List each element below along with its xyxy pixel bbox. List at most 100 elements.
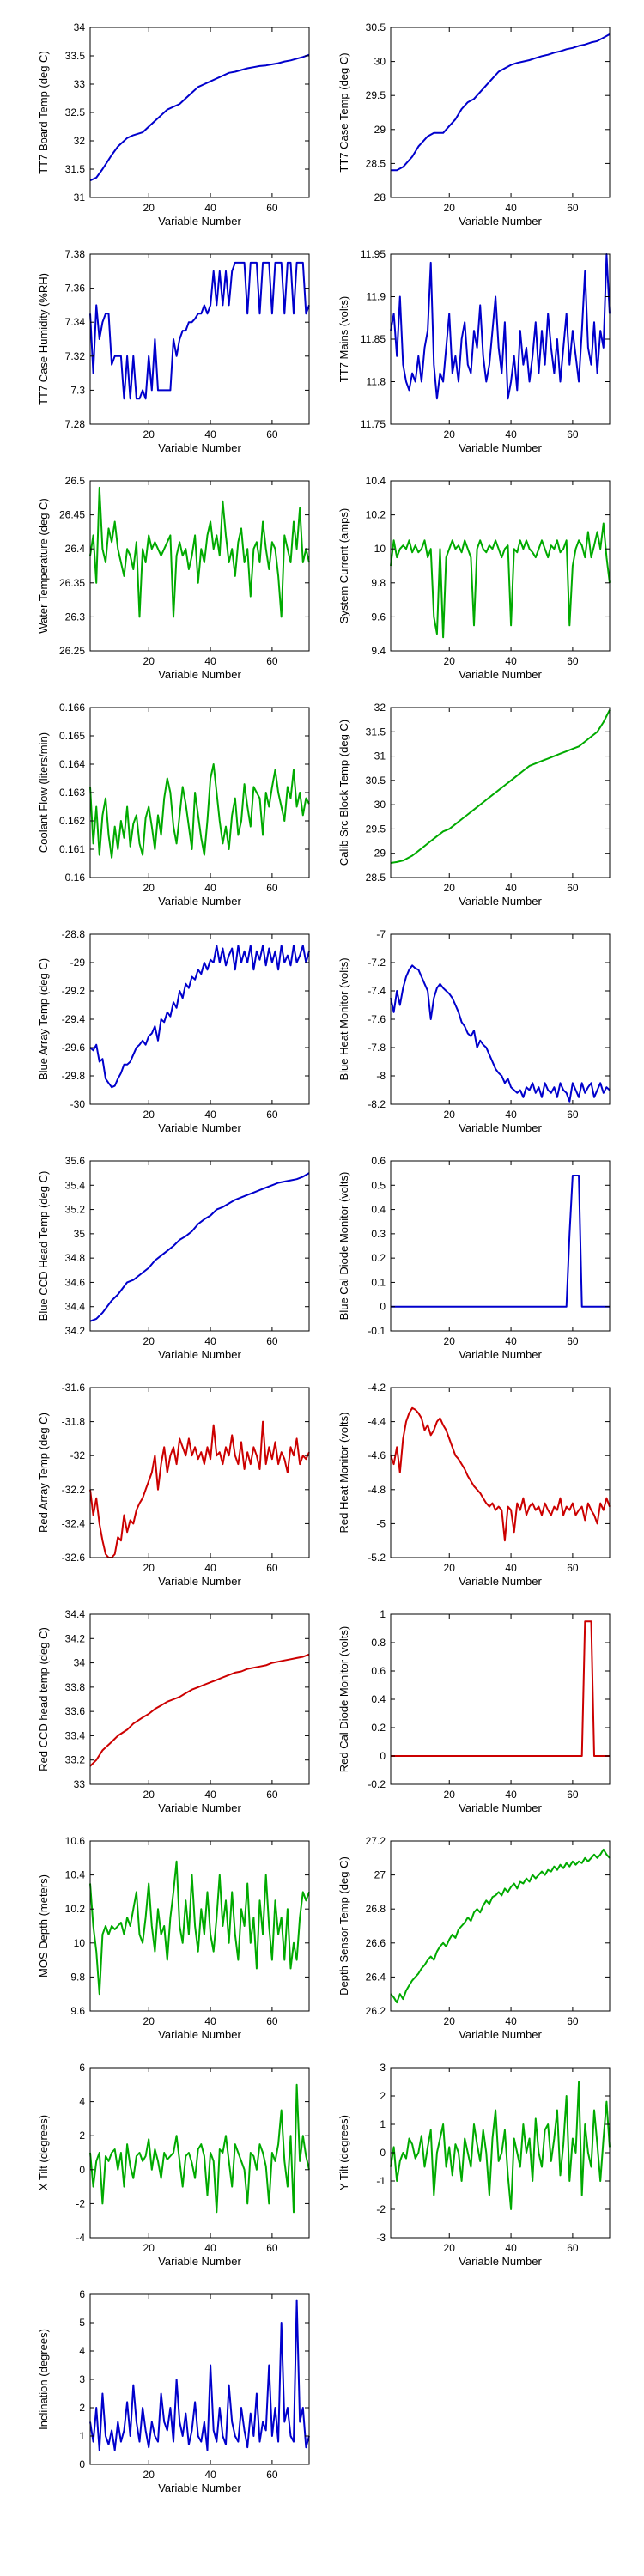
y-tick-label: 2 <box>79 2402 85 2414</box>
y-tick-label: -32.6 <box>62 1552 86 1564</box>
y-tick-label: 33.8 <box>65 1681 86 1693</box>
y-tick-label: 27 <box>374 1869 386 1881</box>
y-tick-label: 0.8 <box>371 1637 386 1649</box>
chart-panel-12: 20 40 60 -0.1 0 0.1 0.2 0.3 0.4 0.5 0.6 Variable Nu… <box>337 1155 611 1361</box>
chart-panel-10: 20 40 60 -8.2 -8 -7.8 -7.6 -7.4 -7.2 -7 Variable N… <box>337 928 611 1134</box>
axes-frame <box>390 1840 611 2012</box>
axes-frame <box>89 707 310 878</box>
y-tick-label: -8 <box>376 1070 386 1082</box>
y-tick-label: -7.8 <box>368 1042 386 1054</box>
y-axis-label: Y Tilt (degrees) <box>337 2115 350 2190</box>
chart-panel-14: 20 40 60 -5.2 -5 -4.8 -4.6 -4.4 -4.2 Variable Num… <box>337 1382 611 1588</box>
y-tick-label: -4.8 <box>368 1484 386 1496</box>
x-tick-label: 60 <box>567 1789 579 1801</box>
x-tick-label: 60 <box>567 428 579 440</box>
x-tick-label: 40 <box>204 882 216 894</box>
y-tick-label: 0 <box>380 1301 386 1313</box>
y-tick-label: 6 <box>79 2062 85 2074</box>
series-line <box>89 486 310 618</box>
x-tick-label: 40 <box>505 1335 517 1347</box>
y-tick-label: -2 <box>376 2203 386 2215</box>
y-tick-label: 0.4 <box>371 1693 386 1705</box>
x-tick-label: 20 <box>143 1335 155 1347</box>
y-tick-label: 9.8 <box>371 577 386 589</box>
y-tick-label: 32 <box>74 135 86 147</box>
y-tick-label: -32.2 <box>62 1484 86 1496</box>
series-line <box>390 2081 611 2210</box>
x-tick-label: 60 <box>266 2469 278 2481</box>
axes-frame <box>89 2067 310 2239</box>
y-tick-label: 0.162 <box>59 815 85 827</box>
x-axis-label: Variable Number <box>158 1348 241 1361</box>
y-tick-label: 33.6 <box>65 1705 86 1717</box>
series-line <box>390 522 611 639</box>
x-axis-label: Variable Number <box>158 2255 241 2268</box>
x-tick-label: 40 <box>505 882 517 894</box>
y-tick-label: 34.2 <box>65 1325 86 1337</box>
y-axis-label: Water Temperature (deg C) <box>37 498 50 634</box>
x-tick-label: 40 <box>204 202 216 214</box>
x-tick-label: 40 <box>204 428 216 440</box>
x-tick-label: 40 <box>204 655 216 667</box>
x-axis-label: Variable Number <box>459 668 542 681</box>
y-tick-label: 26.8 <box>366 1903 386 1915</box>
series-line <box>89 1653 310 1767</box>
y-tick-label: -31.6 <box>62 1382 86 1394</box>
y-tick-label: -4.4 <box>368 1416 386 1428</box>
y-tick-label: 29.5 <box>366 89 386 101</box>
y-tick-label: 0.163 <box>59 787 85 799</box>
y-tick-label: 0.2 <box>371 1252 386 1264</box>
x-tick-label: 20 <box>444 2015 456 2027</box>
y-tick-label: 32.5 <box>65 106 86 118</box>
y-tick-label: -1 <box>376 2175 386 2187</box>
y-tick-label: 26.45 <box>59 509 85 521</box>
x-tick-label: 60 <box>266 2242 278 2254</box>
y-tick-label: -7.4 <box>368 985 386 997</box>
y-axis-label: Coolant Flow (liters/min) <box>37 732 50 853</box>
y-tick-label: 30.5 <box>366 775 386 787</box>
axes-frame <box>390 1387 611 1558</box>
series-line <box>390 709 611 864</box>
y-tick-label: 34.4 <box>65 1301 86 1313</box>
y-tick-label: 30 <box>374 799 386 811</box>
y-axis-label: Depth Sensor Temp (deg C) <box>337 1856 350 1996</box>
series-line <box>391 1620 610 1757</box>
x-tick-label: 20 <box>143 1789 155 1801</box>
series-line <box>390 1848 611 2004</box>
y-tick-label: 0.164 <box>59 758 85 770</box>
y-tick-label: 28.5 <box>366 872 386 884</box>
x-axis-label: Variable Number <box>459 1575 542 1588</box>
y-tick-label: 5 <box>79 2317 85 2329</box>
y-tick-label: 26.4 <box>65 543 86 555</box>
y-tick-label: 4 <box>79 2345 85 2357</box>
axes-frame <box>390 707 611 878</box>
y-tick-label: 7.3 <box>70 384 85 396</box>
y-tick-label: 1 <box>380 2118 386 2130</box>
y-tick-label: 9.4 <box>371 645 386 657</box>
x-tick-label: 40 <box>505 1562 517 1574</box>
y-tick-label: 0.16 <box>65 872 86 884</box>
y-tick-label: 26.5 <box>65 475 86 487</box>
axes-frame <box>89 480 310 652</box>
x-tick-label: 60 <box>266 882 278 894</box>
y-tick-label: 35.2 <box>65 1204 86 1216</box>
y-axis-label: Blue CCD Head Temp (deg C) <box>37 1171 50 1321</box>
y-tick-label: 33 <box>74 78 86 90</box>
y-axis-label: TT7 Mains (volts) <box>337 296 350 382</box>
y-tick-label: 31.5 <box>65 163 86 175</box>
y-tick-label: 10 <box>74 1937 86 1949</box>
y-tick-label: 0.1 <box>371 1276 386 1288</box>
y-tick-label: 31.5 <box>366 726 386 738</box>
x-axis-label: Variable Number <box>459 1121 542 1134</box>
chart-panel-13: 20 40 60 -32.6 -32.4 -32.2 -32 -31.8 -31.6 Variab… <box>37 1382 310 1588</box>
x-axis-label: Variable Number <box>459 2255 542 2268</box>
y-axis-label: Blue Cal Diode Monitor (volts) <box>337 1172 350 1321</box>
y-tick-label: 35.6 <box>65 1155 86 1167</box>
series-line <box>391 33 611 172</box>
y-tick-label: -32.4 <box>62 1517 86 1529</box>
series-line <box>390 964 611 1103</box>
y-tick-label: -7.6 <box>368 1013 386 1025</box>
x-tick-label: 40 <box>505 1789 517 1801</box>
x-axis-label: Variable Number <box>459 441 542 454</box>
